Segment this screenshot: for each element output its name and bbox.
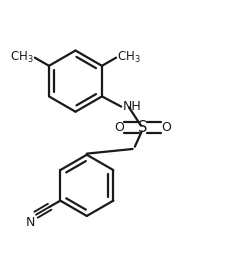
Text: NH: NH [122,100,141,113]
Text: CH$_3$: CH$_3$ [117,50,140,65]
Text: N: N [25,216,35,229]
Text: O: O [114,121,124,134]
Text: O: O [160,121,170,134]
Text: S: S [138,120,147,135]
Text: CH$_3$: CH$_3$ [10,50,34,65]
